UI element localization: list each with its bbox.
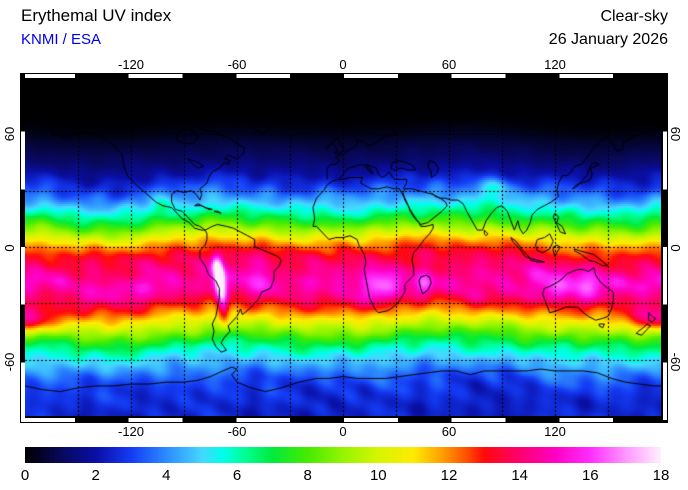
lat-tick-right-60: 60: [668, 126, 684, 142]
condition-label: Clear-sky: [600, 8, 668, 25]
colorbar-tick-14: 14: [511, 467, 529, 484]
colorbar-tick-10: 10: [369, 467, 387, 484]
world-map-frame: [20, 73, 668, 423]
colorbar-tick-6: 6: [232, 467, 242, 484]
lon-tick-top-0: -120: [117, 57, 145, 72]
frame-stripe-left: [21, 74, 25, 420]
date-label: 26 January 2026: [548, 31, 668, 48]
colorbar-tick-18: 18: [652, 467, 670, 484]
lat-tick-left-60: 60: [1, 126, 17, 142]
colorbar-tick-4: 4: [162, 467, 171, 484]
colorbar-tick-12: 12: [440, 467, 458, 484]
uv-heatmap-canvas: [25, 78, 661, 416]
lon-tick-bottom-1: -60: [227, 424, 247, 439]
colorbar-tick-2: 2: [91, 467, 100, 484]
page-title: Erythemal UV index: [21, 6, 172, 25]
lon-tick-bottom-0: -120: [117, 424, 145, 439]
colorbar-tick-8: 8: [303, 467, 312, 484]
colorbar-tick-0: 0: [20, 467, 30, 484]
frame-stripe-top: [21, 74, 667, 78]
lat-tick-right--60: -60: [668, 352, 684, 372]
lon-tick-bottom-4: 120: [544, 424, 566, 439]
lon-tick-top-1: -60: [227, 57, 247, 72]
lat-tick-right-0: 0: [668, 244, 684, 252]
header-right: Clear-sky 26 January 2026: [549, 5, 668, 51]
frame-stripe-bottom: [21, 418, 667, 422]
frame-stripe-right: [663, 74, 667, 420]
lon-tick-bottom-2: 0: [339, 424, 347, 439]
colorbar-tick-16: 16: [581, 467, 599, 484]
lon-tick-top-2: 0: [339, 57, 347, 72]
lon-tick-top-3: 60: [441, 57, 457, 72]
organization-label: KNMI / ESA: [21, 31, 102, 48]
lon-tick-top-4: 120: [544, 57, 566, 72]
lat-tick-left-0: 0: [1, 244, 17, 252]
lon-tick-bottom-3: 60: [441, 424, 457, 439]
colorbar: [25, 447, 661, 463]
lat-tick-left--60: -60: [1, 352, 17, 372]
